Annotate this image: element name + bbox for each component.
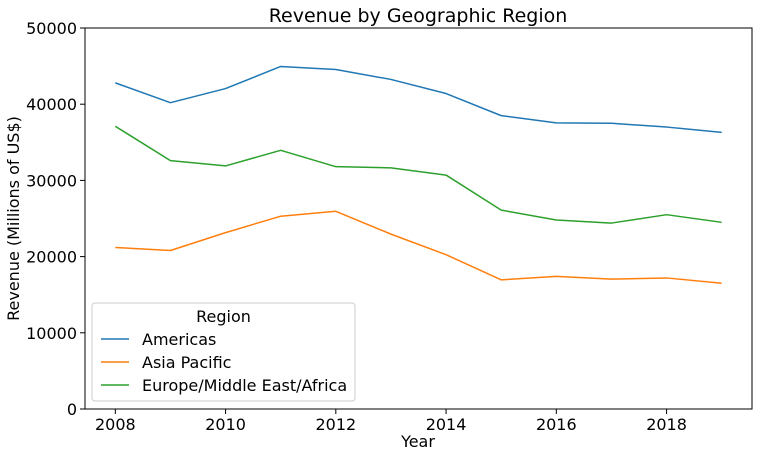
x-tick-label: 2016 [536, 415, 577, 434]
y-axis-label: Revenue (Millions of US$) [4, 116, 23, 321]
legend-label-americas: Americas [142, 330, 216, 349]
y-tick-label: 0 [67, 400, 77, 419]
legend-box [91, 302, 356, 402]
x-tick-label: 2018 [646, 415, 687, 434]
legend-label-asia-pacific: Asia Pacific [142, 353, 231, 372]
series-line-europe-middle-east-africa [114, 125, 722, 224]
legend: Region Americas Asia Pacific Europe/Midd… [91, 302, 356, 402]
x-tick-label: 2008 [95, 415, 136, 434]
y-tick-label: 40000 [26, 95, 77, 114]
plot-frame [84, 27, 753, 410]
series-layer [114, 65, 722, 285]
series-line-asia-pacific [115, 210, 722, 285]
x-tick-label: 2012 [315, 415, 356, 434]
x-tick-label: 2010 [205, 415, 246, 434]
legend-label-emea: Europe/Middle East/Africa [142, 376, 347, 395]
legend-title: Region [196, 307, 251, 326]
y-tick-label: 20000 [26, 248, 77, 267]
y-tick-label: 50000 [26, 19, 77, 38]
axes-layer: 2008 2010 2012 2014 2016 2018 0 10000 20000 30000… [26, 19, 687, 434]
legend-entry-americas: Americas [101, 330, 216, 349]
series-line-americas [115, 65, 722, 134]
x-tick-label: 2014 [426, 415, 467, 434]
legend-entry-asia-pacific: Asia Pacific [101, 353, 231, 372]
y-tick-label: 10000 [26, 324, 77, 343]
x-axis-label: Year [400, 432, 435, 451]
legend-entry-emea: Europe/Middle East/Africa [101, 376, 347, 395]
y-tick-label: 30000 [26, 171, 77, 190]
chart-title: Revenue by Geographic Region [269, 5, 568, 27]
